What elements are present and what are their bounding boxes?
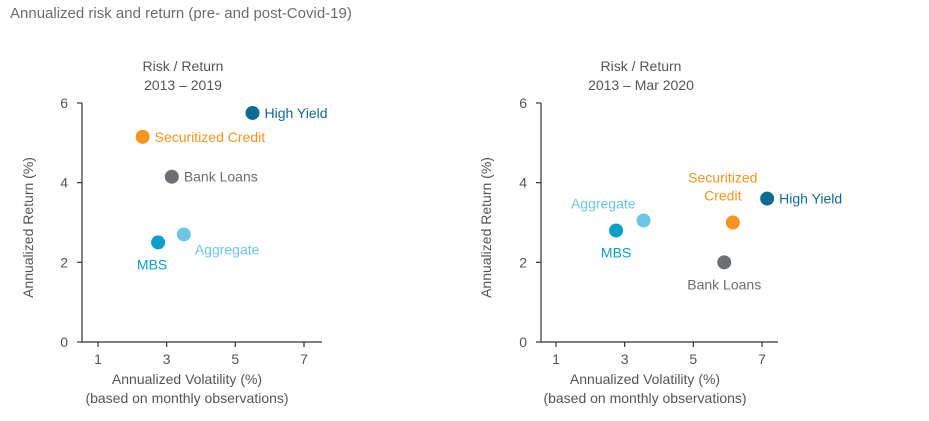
point-bank-loans	[164, 169, 179, 184]
y-axis-label: Annualized Return (%)	[20, 157, 36, 298]
figure-title: Annualized risk and return (pre- and pos…	[10, 5, 352, 22]
chart-title-line: 2013 – Mar 2020	[588, 77, 694, 93]
x-tick-label: 1	[552, 351, 560, 367]
point-label-high-yield: High Yield	[779, 191, 842, 207]
point-mbs	[151, 235, 166, 250]
y-tick-label: 2	[60, 254, 68, 270]
point-aggregate	[636, 213, 651, 228]
point-high-yield	[760, 191, 775, 206]
x-axis-label-line: Annualized Volatility (%)	[570, 371, 720, 387]
point-securitized-credit	[725, 215, 740, 230]
y-tick-label: 4	[60, 175, 68, 191]
chart-title-line: Risk / Return	[601, 58, 682, 74]
x-tick-label: 5	[689, 351, 697, 367]
point-aggregate	[176, 227, 191, 242]
point-label-securitized-credit: Credit	[704, 188, 741, 204]
x-tick-label: 1	[94, 351, 102, 367]
point-label-aggregate: Aggregate	[571, 196, 636, 212]
point-label-bank-loans: Bank Loans	[184, 169, 258, 185]
point-label-high-yield: High Yield	[265, 105, 328, 121]
chart-title-line: 2013 – 2019	[144, 77, 222, 93]
y-tick-label: 4	[519, 175, 527, 191]
x-tick-label: 5	[231, 351, 239, 367]
y-tick-label: 6	[60, 95, 68, 111]
point-bank-loans	[717, 255, 732, 270]
point-label-mbs: MBS	[601, 244, 631, 260]
chart-right: Risk / Return 2013 – Mar 2020 0 2 4 6 1 3 5 7 Annu…	[478, 58, 842, 406]
chart-title-line: Risk / Return	[143, 58, 224, 74]
point-mbs	[609, 223, 624, 238]
x-tick-label: 3	[621, 351, 629, 367]
chart-left: Risk / Return 2013 – 2019 0 2 4 6 1 3 5 7 Annualiz…	[20, 58, 328, 406]
x-tick-label: 7	[300, 351, 308, 367]
point-label-mbs: MBS	[137, 256, 167, 272]
x-axis-label-line: (based on monthly observations)	[543, 390, 746, 406]
y-tick-label: 0	[60, 334, 68, 350]
point-label-securitized-credit: Securitized Credit	[155, 129, 266, 145]
point-label-aggregate: Aggregate	[195, 241, 260, 257]
x-axis-label-line: (based on monthly observations)	[85, 390, 288, 406]
y-tick-label: 2	[519, 254, 527, 270]
y-tick-label: 6	[519, 95, 527, 111]
point-high-yield	[245, 105, 260, 120]
y-axis-label: Annualized Return (%)	[478, 157, 494, 298]
point-securitized-credit	[135, 129, 150, 144]
x-axis-label-line: Annualized Volatility (%)	[112, 371, 262, 387]
x-tick-label: 3	[163, 351, 171, 367]
x-tick-label: 7	[758, 351, 766, 367]
point-label-securitized-credit: Securitized	[688, 170, 757, 186]
point-label-bank-loans: Bank Loans	[687, 276, 761, 292]
y-tick-label: 0	[519, 334, 527, 350]
